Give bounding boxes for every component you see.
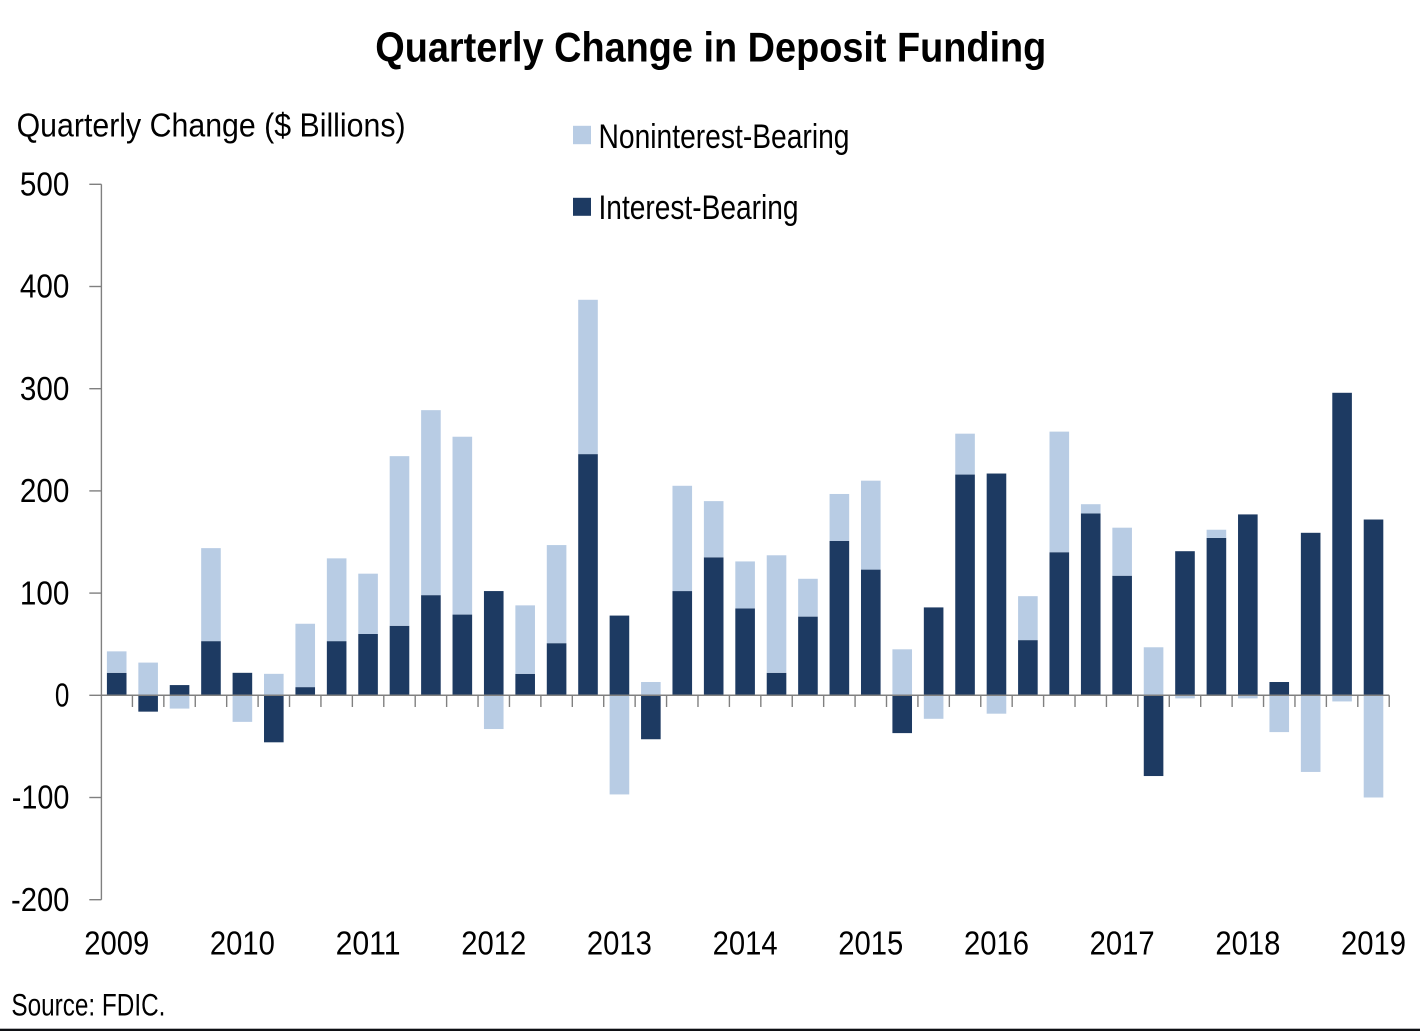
svg-text:2017: 2017 <box>1090 925 1155 962</box>
svg-text:200: 200 <box>20 473 70 510</box>
svg-text:Source: FDIC.: Source: FDIC. <box>11 987 165 1023</box>
svg-text:2011: 2011 <box>336 925 401 962</box>
svg-text:2010: 2010 <box>210 925 275 962</box>
svg-text:500: 500 <box>20 167 70 204</box>
svg-text:2013: 2013 <box>587 925 652 962</box>
svg-text:300: 300 <box>20 371 70 408</box>
svg-text:0: 0 <box>55 678 70 715</box>
svg-text:Interest-Bearing: Interest-Bearing <box>599 189 799 227</box>
svg-text:100: 100 <box>20 575 70 612</box>
svg-text:2015: 2015 <box>838 925 903 962</box>
svg-text:-200: -200 <box>11 882 69 919</box>
svg-text:2018: 2018 <box>1215 925 1280 962</box>
svg-text:Noninterest-Bearing: Noninterest-Bearing <box>599 118 850 156</box>
svg-text:400: 400 <box>20 269 70 306</box>
svg-text:-100: -100 <box>12 780 70 817</box>
svg-text:2019: 2019 <box>1341 925 1406 962</box>
svg-text:Quarterly Change ($ Billions): Quarterly Change ($ Billions) <box>17 108 406 145</box>
svg-text:2016: 2016 <box>964 925 1029 962</box>
svg-text:2009: 2009 <box>84 925 149 962</box>
svg-text:Quarterly Change in Deposit Fu: Quarterly Change in Deposit Funding <box>375 24 1046 71</box>
svg-text:2012: 2012 <box>461 925 526 962</box>
svg-text:2014: 2014 <box>713 925 778 962</box>
